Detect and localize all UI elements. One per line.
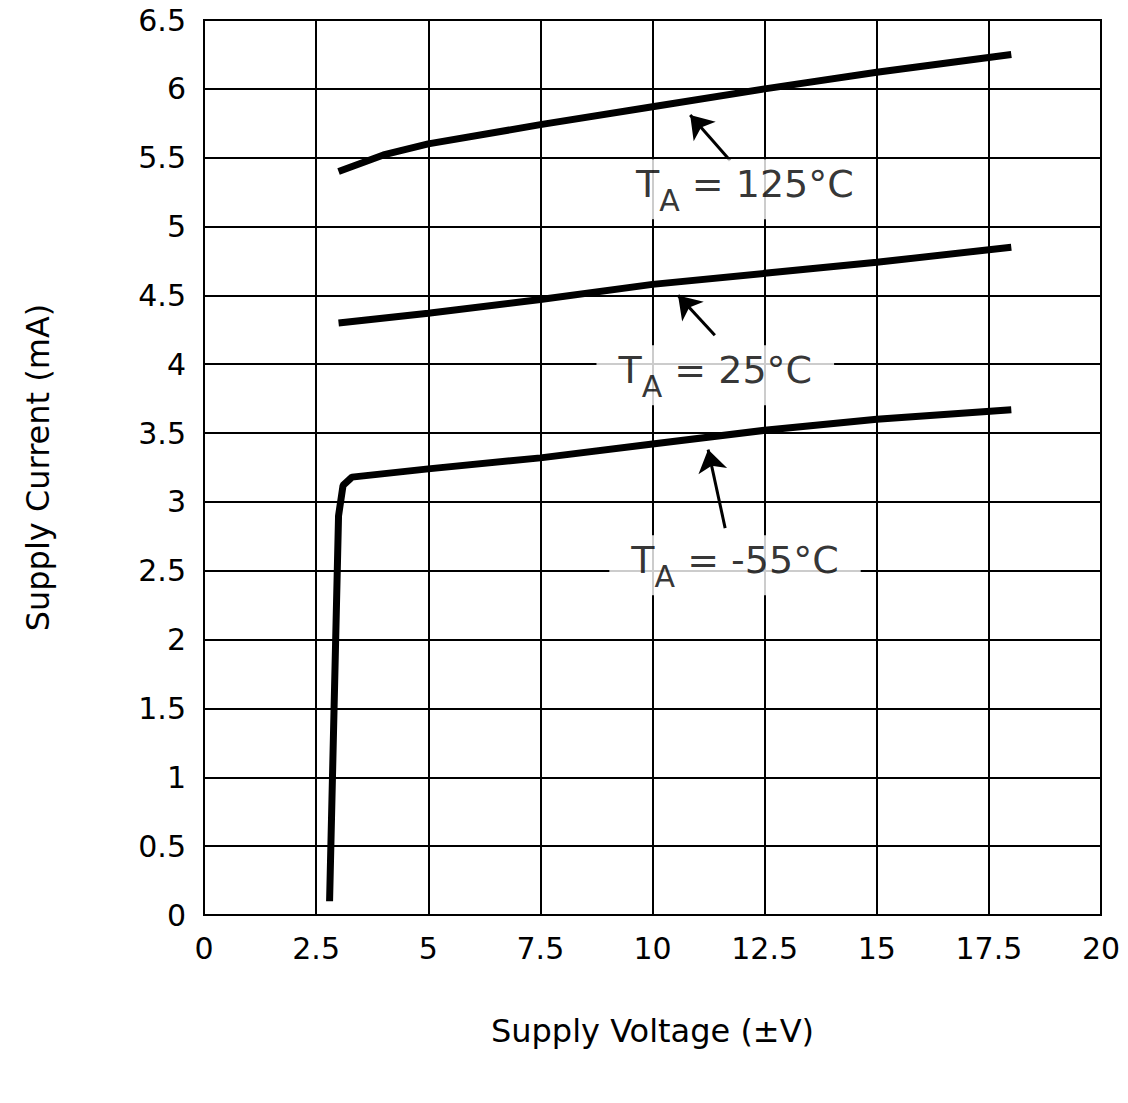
svg-text:4.5: 4.5 xyxy=(138,278,186,313)
svg-text:17.5: 17.5 xyxy=(955,931,1022,966)
svg-text:3: 3 xyxy=(167,484,186,519)
svg-text:12.5: 12.5 xyxy=(731,931,798,966)
svg-text:2.5: 2.5 xyxy=(138,553,186,588)
svg-text:20: 20 xyxy=(1082,931,1120,966)
svg-text:0: 0 xyxy=(194,931,213,966)
svg-text:2.5: 2.5 xyxy=(292,931,340,966)
svg-text:Supply Current (mA): Supply Current (mA) xyxy=(19,304,57,632)
svg-text:2: 2 xyxy=(167,622,186,657)
svg-text:10: 10 xyxy=(633,931,671,966)
svg-text:3.5: 3.5 xyxy=(138,416,186,451)
svg-text:= 125°C: = 125°C xyxy=(680,162,854,206)
svg-text:A: A xyxy=(642,369,663,404)
svg-text:T: T xyxy=(617,348,642,392)
svg-text:Supply Voltage (±V): Supply Voltage (±V) xyxy=(491,1012,814,1050)
svg-text:1.5: 1.5 xyxy=(138,691,186,726)
svg-text:6.5: 6.5 xyxy=(138,3,186,38)
svg-text:T: T xyxy=(630,538,655,582)
svg-text:A: A xyxy=(659,183,680,218)
svg-text:6: 6 xyxy=(167,71,186,106)
svg-text:A: A xyxy=(655,559,676,594)
svg-text:5.5: 5.5 xyxy=(138,140,186,175)
svg-text:15: 15 xyxy=(858,931,896,966)
svg-text:0.5: 0.5 xyxy=(138,829,186,864)
svg-text:5: 5 xyxy=(419,931,438,966)
svg-text:7.5: 7.5 xyxy=(517,931,565,966)
svg-text:5: 5 xyxy=(167,209,186,244)
svg-text:T: T xyxy=(635,162,660,206)
svg-text:1: 1 xyxy=(167,760,186,795)
svg-text:= 25°C: = 25°C xyxy=(662,348,812,392)
svg-text:4: 4 xyxy=(167,347,186,382)
svg-text:= -55°C: = -55°C xyxy=(675,538,839,582)
svg-text:0: 0 xyxy=(167,898,186,933)
